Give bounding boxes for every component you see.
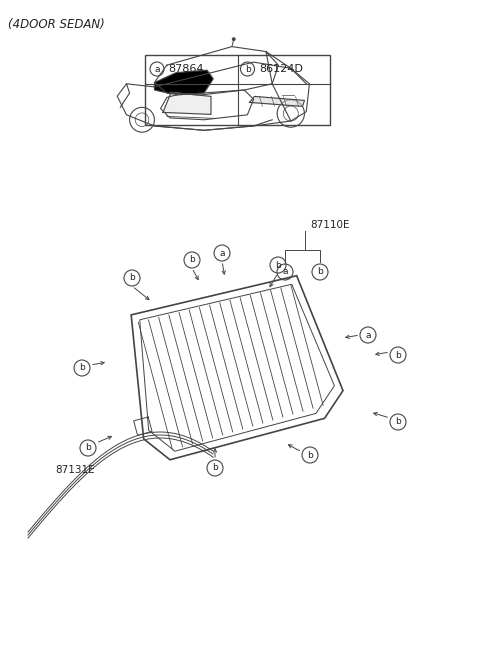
Polygon shape bbox=[163, 92, 211, 114]
Text: a: a bbox=[154, 64, 160, 73]
Text: b: b bbox=[85, 443, 91, 453]
Text: b: b bbox=[395, 417, 401, 426]
Text: a: a bbox=[365, 331, 371, 340]
Polygon shape bbox=[155, 70, 213, 95]
Text: b: b bbox=[317, 268, 323, 276]
Text: a: a bbox=[219, 249, 225, 258]
Text: 86124D: 86124D bbox=[260, 64, 303, 74]
Text: 87864: 87864 bbox=[168, 64, 204, 74]
Bar bbox=[145, 55, 330, 125]
Text: 87110E: 87110E bbox=[310, 220, 349, 230]
Polygon shape bbox=[131, 276, 343, 460]
Text: b: b bbox=[275, 260, 281, 270]
Text: b: b bbox=[212, 464, 218, 472]
Text: (4DOOR SEDAN): (4DOOR SEDAN) bbox=[8, 18, 105, 31]
Text: b: b bbox=[79, 363, 85, 373]
Text: a: a bbox=[282, 268, 288, 276]
Text: b: b bbox=[189, 255, 195, 264]
Polygon shape bbox=[250, 96, 304, 106]
Text: b: b bbox=[245, 64, 251, 73]
Text: b: b bbox=[129, 274, 135, 283]
Text: 87131E: 87131E bbox=[55, 465, 95, 475]
Text: b: b bbox=[307, 451, 313, 459]
Circle shape bbox=[232, 38, 235, 41]
Text: b: b bbox=[395, 350, 401, 359]
